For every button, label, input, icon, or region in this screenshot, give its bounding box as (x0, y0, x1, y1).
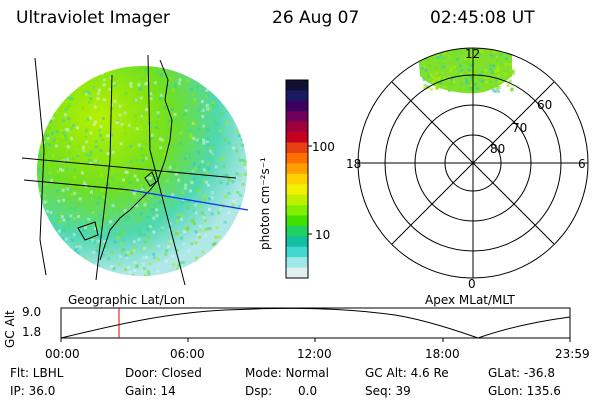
filter-info: Flt: LBHL (10, 366, 64, 380)
time-tick-2359: 23:59 (555, 347, 590, 361)
coastline-island (77, 221, 99, 241)
seq-info: Seq: 39 (365, 384, 411, 398)
time-tick-0600: 06:00 (170, 347, 205, 361)
altitude-plot (60, 307, 571, 342)
colorbar-segment (286, 80, 308, 91)
colorbar-gradient (286, 80, 308, 279)
parallel-line (23, 179, 131, 191)
time-tick-0000: 00:00 (45, 347, 80, 361)
door-info: Door: Closed (125, 366, 202, 380)
geographic-image-panel (21, 54, 249, 286)
time-tick-1200: 12:00 (297, 347, 332, 361)
mlt-label-6: 6 (578, 157, 586, 171)
colorbar-segment (286, 132, 308, 144)
colorbar-segment (286, 194, 308, 206)
colorbar-segment (286, 184, 308, 196)
gain-info: Gain: 14 (125, 384, 176, 398)
instrument-title: Ultraviolet Imager (16, 8, 170, 28)
parallel-line (21, 157, 237, 179)
mlt-label-18: 18 (346, 157, 362, 171)
time-tick-1800: 18:00 (425, 347, 460, 361)
colorbar-segment (286, 215, 308, 227)
colorbar-segment (286, 267, 308, 279)
altitude-tick-1-8: 1.8 (22, 325, 42, 339)
colorbar-segment (286, 225, 308, 237)
colorbar-segment (286, 100, 308, 112)
glon-info: GLon: 135.6 (488, 384, 561, 398)
colorbar-segment (286, 246, 308, 258)
time-label: 02:45:08 UT (430, 8, 535, 28)
altitude-axis-label: GC Alt (3, 310, 17, 348)
polar-plot (357, 47, 589, 279)
colorbar-segment (286, 111, 308, 123)
glat-info: GLat: -36.8 (488, 366, 555, 380)
projection-label-geographic: Geographic Lat/Lon (68, 293, 186, 307)
coastline-bay (144, 171, 157, 187)
colorbar-segment (286, 173, 308, 185)
colorbar-segment (286, 257, 308, 269)
colorbar-segment (286, 163, 308, 175)
colorbar-tick-100: 100 (312, 140, 335, 154)
altitude-tick-9: 9.0 (22, 305, 42, 319)
terminator-line (129, 189, 249, 211)
coastline (99, 59, 173, 261)
colorbar-tick-10: 10 (315, 228, 331, 242)
polar-grid (357, 47, 589, 279)
dsp-label: Dsp: (245, 384, 273, 398)
mode-info: Mode: Normal (245, 366, 329, 380)
meridian-line (34, 57, 47, 276)
colorbar (285, 79, 312, 279)
ip-info: IP: 36.0 (10, 384, 56, 398)
altitude-curve (60, 307, 571, 339)
colorbar-segment (286, 152, 308, 164)
projection-label-apex: Apex MLat/MLT (425, 293, 515, 307)
mlat-label-70: 70 (512, 121, 528, 135)
colorbar-segment (286, 121, 308, 133)
mlt-label-12: 12 (465, 47, 481, 61)
mlt-label-0: 0 (468, 277, 476, 291)
meridian-line (95, 74, 113, 281)
gc-alt-info: GC Alt: 4.6 Re (365, 366, 449, 380)
colorbar-unit-label: photon cm⁻²s⁻¹ (258, 157, 272, 250)
dsp-value: 0.0 (298, 384, 318, 398)
mlat-label-80: 80 (490, 142, 506, 156)
colorbar-segment (286, 142, 308, 154)
colorbar-segment (286, 236, 308, 248)
colorbar-segment (286, 205, 308, 216)
aurora-speckle (420, 48, 515, 93)
mlat-label-60: 60 (537, 98, 553, 112)
meridian-line (147, 54, 186, 286)
colorbar-segment (286, 90, 308, 102)
date-label: 26 Aug 07 (272, 8, 360, 28)
